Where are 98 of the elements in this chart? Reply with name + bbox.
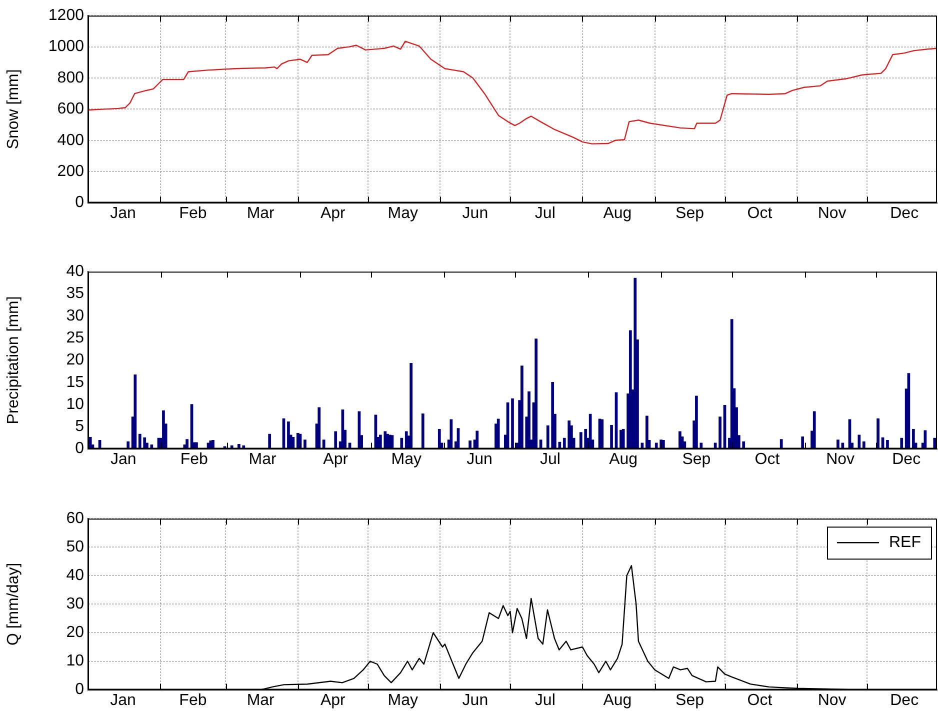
- y-tick-label: 20: [66, 624, 84, 642]
- x-tick-label: Jan: [110, 204, 136, 222]
- y-axis-title: Precipitation [mm]: [5, 296, 22, 424]
- y-tick-label: 20: [66, 352, 84, 369]
- bar: [730, 319, 734, 449]
- bar: [322, 440, 326, 449]
- x-tick-label: Apr: [320, 692, 346, 709]
- bar: [511, 398, 514, 449]
- y-tick-label: 5: [75, 418, 84, 436]
- bar: [600, 419, 604, 449]
- y-axis-title: Snow [mm]: [5, 69, 22, 150]
- x-tick-label: Aug: [603, 204, 632, 222]
- x-tick-label: Feb: [180, 450, 208, 468]
- y-tick-label: 25: [66, 329, 84, 346]
- bar: [900, 438, 904, 449]
- x-tick-label: Oct: [754, 450, 780, 468]
- bar: [292, 436, 295, 449]
- x-tick-label: Jun: [466, 450, 492, 468]
- bar: [287, 421, 290, 449]
- y-tick-label: 10: [66, 652, 84, 670]
- bar: [610, 424, 613, 449]
- bar: [912, 428, 915, 449]
- y-axis-title: Q [mm/day]: [5, 562, 22, 646]
- x-tick-label: Feb: [179, 204, 207, 222]
- x-tick-label: Oct: [747, 204, 773, 222]
- x-tick-label: May: [391, 450, 422, 468]
- bar: [801, 436, 804, 449]
- x-tick-label: Nov: [818, 692, 846, 709]
- y-tick-label: 50: [66, 538, 84, 556]
- x-tick-label: Sep: [676, 204, 704, 222]
- y-tick-label: 30: [66, 307, 84, 324]
- bar: [678, 431, 682, 449]
- x-tick-label: Sep: [682, 450, 711, 468]
- x-tick-label: May: [388, 692, 418, 709]
- bar: [812, 411, 816, 449]
- legend-label: REF: [889, 534, 922, 552]
- x-tick-label: Jun: [462, 692, 488, 709]
- x-tick-label: Mar: [246, 204, 276, 222]
- x-tick-label: Jan: [110, 692, 136, 709]
- bar: [645, 416, 648, 449]
- y-tick-label: 40: [66, 263, 84, 280]
- bar: [438, 428, 441, 449]
- y-tick-label: 30: [66, 596, 84, 613]
- y-tick-label: 15: [66, 374, 84, 391]
- y-tick-label: 35: [66, 285, 84, 302]
- bar: [780, 439, 783, 449]
- x-tick-label: Mar: [248, 450, 277, 468]
- x-tick-label: Feb: [179, 692, 207, 709]
- bar: [862, 441, 866, 449]
- y-tick-label: 200: [57, 163, 84, 180]
- x-tick-label: Aug: [609, 450, 638, 468]
- x-tick-label: Sep: [676, 692, 704, 709]
- x-tick-label: Mar: [246, 692, 276, 709]
- y-tick-label: 0: [75, 194, 84, 212]
- y-tick-label: 1200: [48, 7, 84, 24]
- bar: [528, 391, 530, 449]
- x-tick-label: Nov: [818, 204, 846, 222]
- x-tick-label: Dec: [890, 692, 919, 709]
- y-tick-label: 400: [57, 132, 84, 149]
- y-tick-label: 40: [66, 567, 84, 584]
- y-tick-label: 800: [57, 69, 84, 86]
- x-tick-label: Jan: [110, 450, 136, 468]
- x-tick-label: Nov: [826, 450, 855, 468]
- bar: [662, 440, 665, 449]
- bar: [718, 416, 722, 449]
- y-tick-label: 0: [75, 681, 84, 698]
- x-tick-label: Aug: [603, 692, 632, 709]
- x-tick-label: Apr: [323, 450, 349, 468]
- x-tick-label: Apr: [320, 204, 346, 222]
- bar: [334, 431, 338, 449]
- x-tick-label: May: [388, 204, 418, 222]
- x-tick-label: Jul: [534, 204, 556, 222]
- bar: [858, 434, 861, 449]
- bar: [933, 438, 936, 449]
- x-tick-label: Jul: [534, 692, 556, 709]
- bar: [421, 413, 424, 449]
- x-tick-label: Oct: [747, 692, 773, 709]
- bar: [886, 440, 889, 449]
- bar: [520, 366, 524, 449]
- y-tick-label: 0: [75, 440, 84, 458]
- bar: [268, 434, 272, 449]
- bar: [876, 418, 880, 449]
- bar: [304, 440, 306, 449]
- y-tick-label: 1000: [48, 38, 84, 56]
- x-tick-label: Jun: [462, 204, 488, 222]
- bar: [476, 430, 479, 449]
- x-tick-label: Dec: [890, 204, 919, 222]
- bar: [534, 338, 538, 449]
- bar: [468, 440, 472, 449]
- bar: [400, 438, 404, 449]
- y-tick-label: 10: [66, 396, 84, 413]
- y-tick-label: 600: [57, 100, 84, 118]
- x-tick-label: Dec: [892, 450, 921, 468]
- x-tick-label: Jul: [540, 450, 560, 468]
- bar: [318, 407, 321, 449]
- y-tick-label: 60: [66, 510, 84, 528]
- bar: [588, 414, 592, 449]
- bar: [496, 418, 500, 449]
